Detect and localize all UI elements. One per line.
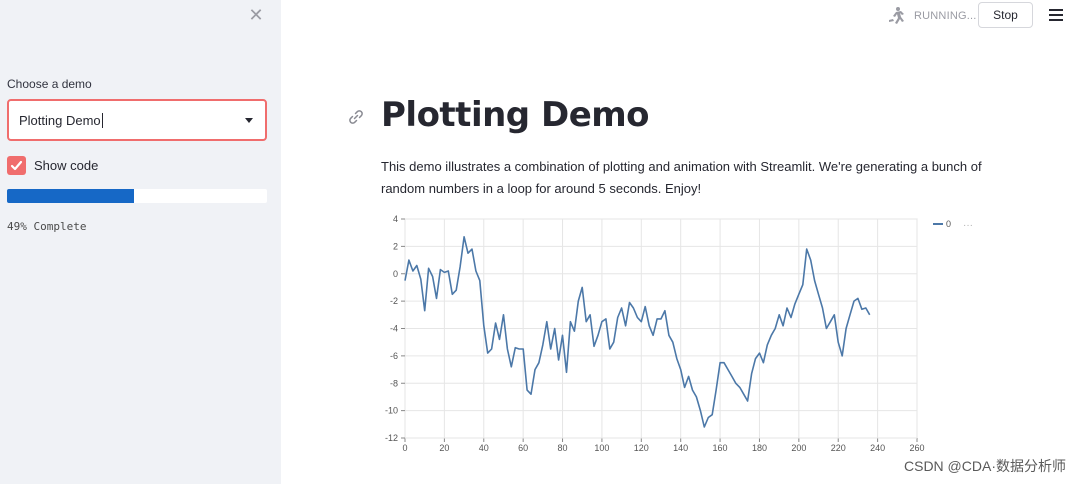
- progress-text: 49% Complete: [7, 220, 87, 233]
- progress-fill: [7, 189, 135, 203]
- y-tick-label: 4: [393, 214, 398, 224]
- x-tick-label: 140: [673, 443, 688, 453]
- progress-bar: [7, 189, 267, 203]
- x-tick-label: 220: [831, 443, 846, 453]
- y-tick-label: -4: [390, 324, 398, 334]
- y-tick-label: -6: [390, 351, 398, 361]
- y-tick-label: 0: [393, 269, 398, 279]
- chart-more-icon: ···: [963, 220, 973, 231]
- running-man-icon: [889, 7, 904, 24]
- show-code-label[interactable]: Show code: [34, 158, 99, 173]
- chevron-down-icon[interactable]: [245, 118, 253, 123]
- x-tick-label: 0: [402, 443, 407, 453]
- close-icon[interactable]: ✕: [248, 5, 264, 25]
- hamburger-icon[interactable]: [1049, 9, 1063, 21]
- x-tick-label: 60: [518, 443, 528, 453]
- demo-selectbox[interactable]: Plotting Demo: [7, 99, 267, 141]
- x-tick-label: 80: [558, 443, 568, 453]
- link-icon[interactable]: [347, 108, 365, 126]
- legend-label: 0: [946, 219, 951, 229]
- x-tick-label: 200: [791, 443, 806, 453]
- line-chart: 0 20 40 60 80 100 120 140 160 180 200 220 240 260420-…: [385, 214, 973, 453]
- checkmark-icon: [10, 160, 23, 171]
- watermark: CSDN @CDA·数据分析师: [904, 458, 1066, 474]
- x-tick-label: 120: [634, 443, 649, 453]
- sidebar: ✕ Choose a demo Plotting Demo Show code …: [0, 0, 281, 484]
- demo-select-label: Choose a demo: [7, 77, 92, 91]
- x-tick-label: 260: [909, 443, 924, 453]
- show-code-checkbox[interactable]: [7, 156, 26, 175]
- stop-button[interactable]: Stop: [978, 2, 1033, 28]
- demo-select-value: Plotting Demo: [19, 113, 103, 128]
- x-tick-label: 100: [594, 443, 609, 453]
- page-title: Plotting Demo: [381, 95, 650, 135]
- y-tick-label: -12: [385, 433, 398, 443]
- page-description: This demo illustrates a combination of p…: [381, 159, 982, 196]
- y-tick-label: -8: [390, 378, 398, 388]
- running-status-text: RUNNING...: [914, 10, 977, 22]
- x-tick-label: 20: [439, 443, 449, 453]
- x-tick-label: 40: [479, 443, 489, 453]
- x-tick-label: 180: [752, 443, 767, 453]
- series-line-0: [404, 236, 871, 428]
- y-tick-label: 2: [393, 241, 398, 251]
- y-tick-label: -10: [385, 406, 398, 416]
- x-tick-label: 160: [713, 443, 728, 453]
- x-tick-label: 240: [870, 443, 885, 453]
- y-tick-label: -2: [390, 296, 398, 306]
